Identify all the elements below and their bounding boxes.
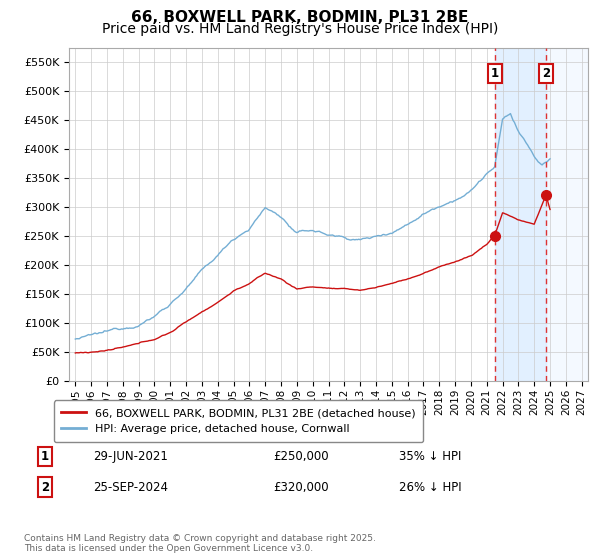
Legend: 66, BOXWELL PARK, BODMIN, PL31 2BE (detached house), HPI: Average price, detache: 66, BOXWELL PARK, BODMIN, PL31 2BE (deta… xyxy=(53,400,423,442)
Text: 2: 2 xyxy=(542,67,550,80)
Text: 1: 1 xyxy=(491,67,499,80)
Text: 2: 2 xyxy=(41,480,49,494)
Bar xyxy=(546,48,588,381)
Text: 1: 1 xyxy=(41,450,49,463)
Text: £250,000: £250,000 xyxy=(273,450,329,463)
Text: 25-SEP-2024: 25-SEP-2024 xyxy=(93,480,168,494)
Text: £320,000: £320,000 xyxy=(273,480,329,494)
Text: 29-JUN-2021: 29-JUN-2021 xyxy=(93,450,168,463)
Text: 35% ↓ HPI: 35% ↓ HPI xyxy=(399,450,461,463)
Bar xyxy=(494,48,546,381)
Bar xyxy=(546,48,588,381)
Text: Price paid vs. HM Land Registry's House Price Index (HPI): Price paid vs. HM Land Registry's House … xyxy=(102,22,498,36)
Text: Contains HM Land Registry data © Crown copyright and database right 2025.
This d: Contains HM Land Registry data © Crown c… xyxy=(24,534,376,553)
Text: 26% ↓ HPI: 26% ↓ HPI xyxy=(399,480,461,494)
Text: 66, BOXWELL PARK, BODMIN, PL31 2BE: 66, BOXWELL PARK, BODMIN, PL31 2BE xyxy=(131,10,469,25)
